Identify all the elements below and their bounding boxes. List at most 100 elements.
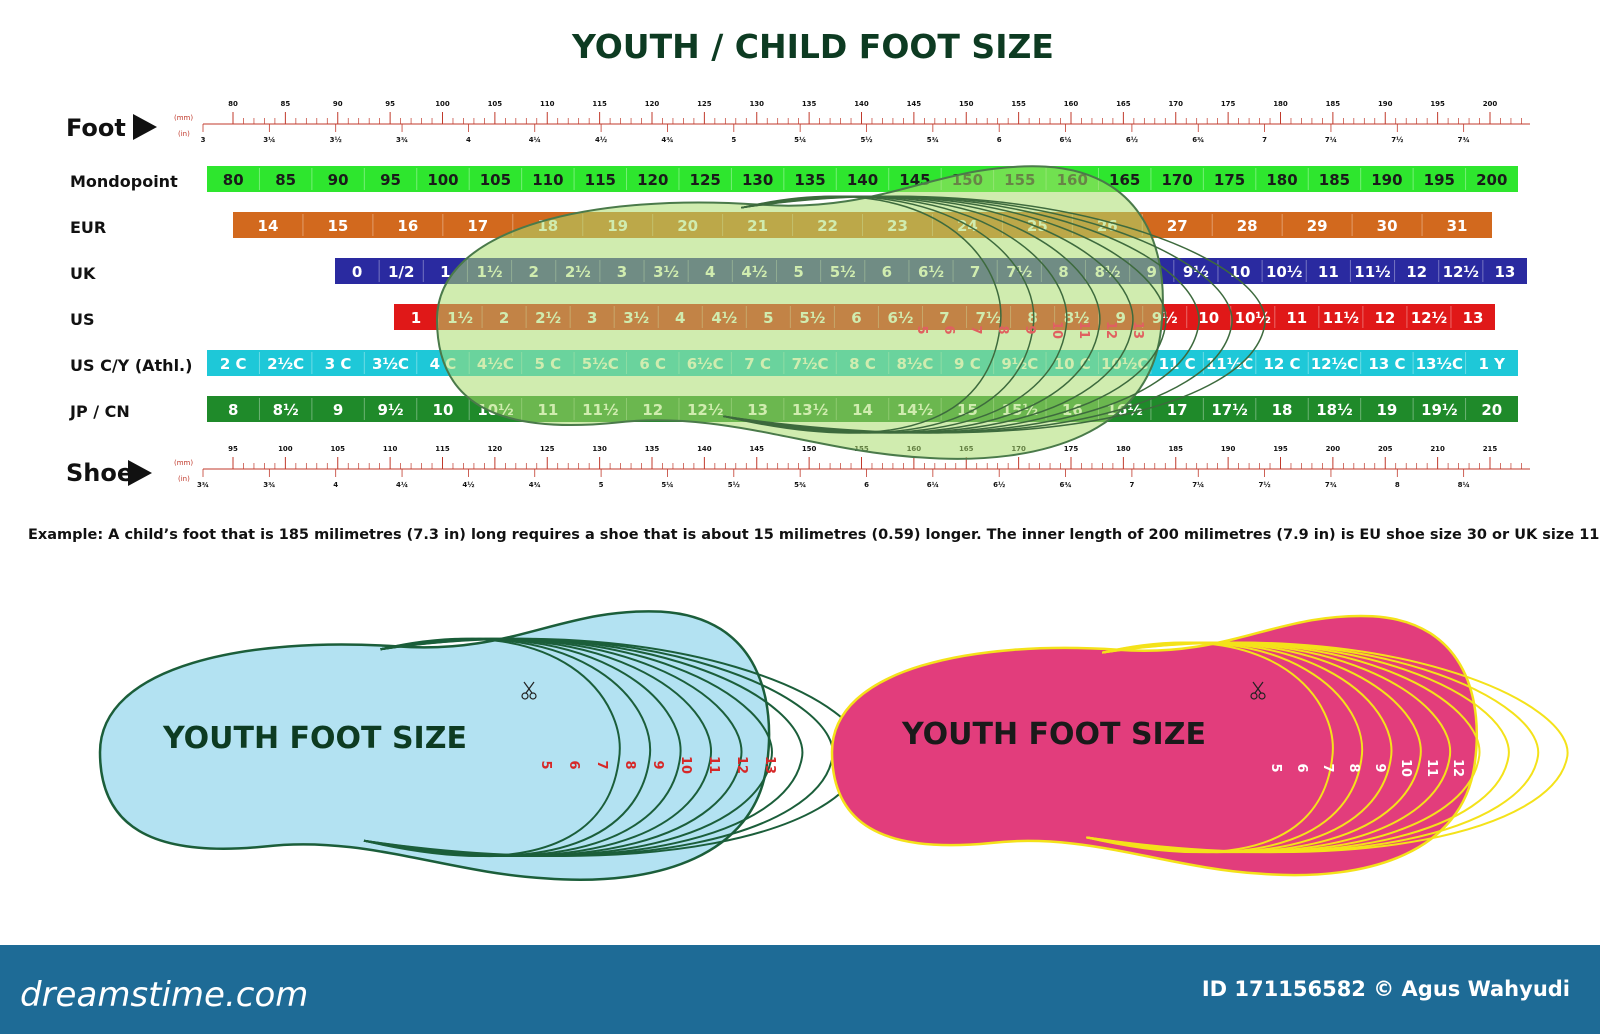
scissors-icon: [521, 681, 537, 700]
shoe-mm-tick: 180: [1116, 445, 1131, 453]
size-number: 11: [1424, 759, 1439, 777]
size-cell: 10: [1230, 263, 1251, 281]
foot-in-tick: 6½: [1126, 136, 1138, 144]
shoe-mm-tick: 95: [228, 445, 238, 453]
size-cell: 27: [1167, 217, 1188, 235]
size-cell: 100: [427, 171, 458, 189]
size-cell: 11½: [1354, 263, 1390, 281]
shoe-in-tick: 6: [864, 481, 869, 489]
size-cell: 90: [328, 171, 349, 189]
shoe-mm-tick: 150: [802, 445, 817, 453]
size-cell: 31: [1447, 217, 1468, 235]
size-cell: 190: [1371, 171, 1402, 189]
size-cell: 29: [1307, 217, 1328, 235]
size-cell: 13: [1494, 263, 1515, 281]
foot-mm-tick: 195: [1430, 100, 1445, 108]
size-cell: 1 Y: [1479, 355, 1507, 373]
size-number: 7: [594, 760, 609, 769]
size-cell: 15: [327, 217, 348, 235]
shoe-mm-tick: 125: [540, 445, 555, 453]
row-label: JP / CN: [69, 402, 130, 421]
shoe-mm-tick: 195: [1273, 445, 1288, 453]
footer-bar: [0, 945, 1600, 1034]
size-cell: 18: [1272, 401, 1293, 419]
overlay-outline: [435, 165, 1164, 460]
footer-site: dreamstime.com: [20, 975, 308, 1015]
foot-in-tick: 5¾: [927, 136, 939, 144]
foot-mm-tick: 155: [1011, 100, 1026, 108]
row-label: UK: [70, 264, 96, 283]
shoe-mm-tick: 135: [645, 445, 660, 453]
insole-title: YOUTH FOOT SIZE: [901, 717, 1206, 752]
foot-in-tick: 7: [1262, 136, 1267, 144]
foot-mm-tick: 100: [435, 100, 450, 108]
foot-in-tick: 3: [201, 136, 206, 144]
row-label: US C/Y (Athl.): [70, 356, 192, 375]
shoe-mm-tick: 140: [697, 445, 712, 453]
foot-mm-tick: 175: [1221, 100, 1236, 108]
shoe-mm-tick: 130: [592, 445, 607, 453]
foot-mm-tick: 190: [1378, 100, 1393, 108]
foot-mm-tick: 185: [1326, 100, 1341, 108]
shoe-mm-tick: 110: [383, 445, 398, 453]
shoe-in-tick: 8: [1395, 481, 1400, 489]
size-cell: 19½: [1421, 401, 1457, 419]
overlay-size-number: 13: [1130, 321, 1145, 339]
foot-unit-mm: (mm): [174, 114, 193, 122]
shoe-in-tick: 7¾: [1325, 481, 1337, 489]
size-cell: 105: [480, 171, 511, 189]
size-cell: 30: [1377, 217, 1398, 235]
size-cell: 3 C: [325, 355, 352, 373]
shoe-mm-tick: 205: [1378, 445, 1393, 453]
foot-mm-tick: 85: [281, 100, 291, 108]
example-note: Example: A child’s foot that is 185 mili…: [28, 527, 1600, 543]
shoe-in-tick: 3¾: [197, 481, 209, 489]
size-number: 10: [1398, 759, 1413, 777]
shoe-mm-tick: 115: [435, 445, 450, 453]
footer-credit: ID 171156582 © Agus Wahyudi: [1202, 977, 1570, 1001]
size-cell: 17: [467, 217, 488, 235]
insole-pink: 5 6 7 8 9 10 11 12 13 YOUTH FOOT SIZE: [830, 614, 1569, 877]
shoe-mm-tick: 100: [278, 445, 293, 453]
size-cell: 110: [532, 171, 563, 189]
shoe-arrow-icon: [128, 460, 152, 486]
size-cell: 13: [1463, 309, 1484, 327]
shoe-in-tick: 6¼: [927, 481, 939, 489]
shoe-in-tick: 4½: [462, 481, 474, 489]
foot-in-tick: 3½: [330, 136, 342, 144]
size-number: 7: [1320, 763, 1335, 772]
foot-mm-tick: 170: [1168, 100, 1183, 108]
shoe-in-tick: 5½: [728, 481, 740, 489]
foot-arrow-icon: [133, 114, 157, 140]
size-cell: 180: [1266, 171, 1297, 189]
row-band: [207, 166, 1518, 192]
shoe-mm-tick: 215: [1483, 445, 1498, 453]
foot-in-tick: 5½: [860, 136, 872, 144]
size-cell: 175: [1214, 171, 1245, 189]
size-number: 8: [622, 760, 637, 769]
size-cell: 170: [1161, 171, 1192, 189]
overlay-size-number: 12: [1103, 321, 1118, 339]
foot-in-tick: 4¾: [661, 136, 673, 144]
insole-title: YOUTH FOOT SIZE: [162, 721, 467, 756]
size-cell: 2 C: [220, 355, 247, 373]
size-number: 12: [1450, 759, 1465, 777]
size-cell: 12½: [1443, 263, 1479, 281]
size-cell: 13 C: [1368, 355, 1405, 373]
foot-in-tick: 6: [997, 136, 1002, 144]
size-cell: 0: [352, 263, 362, 281]
shoe-mm-tick: 120: [488, 445, 503, 453]
size-cell: 9: [333, 401, 343, 419]
size-cell: 125: [690, 171, 721, 189]
size-cell: 12 C: [1263, 355, 1300, 373]
foot-mm-tick: 105: [488, 100, 503, 108]
foot-in-tick: 7¾: [1458, 136, 1470, 144]
overlay-size-number: 6: [941, 325, 956, 334]
insole-outline: [98, 610, 771, 881]
insole-blue: 5 6 7 8 9 10 11 12 13 YOUTH FOOT SIZE: [98, 610, 865, 881]
shoe-in-tick: 6½: [993, 481, 1005, 489]
foot-in-tick: 3¾: [396, 136, 408, 144]
size-cell: 80: [223, 171, 244, 189]
size-cell: 11: [1318, 263, 1339, 281]
